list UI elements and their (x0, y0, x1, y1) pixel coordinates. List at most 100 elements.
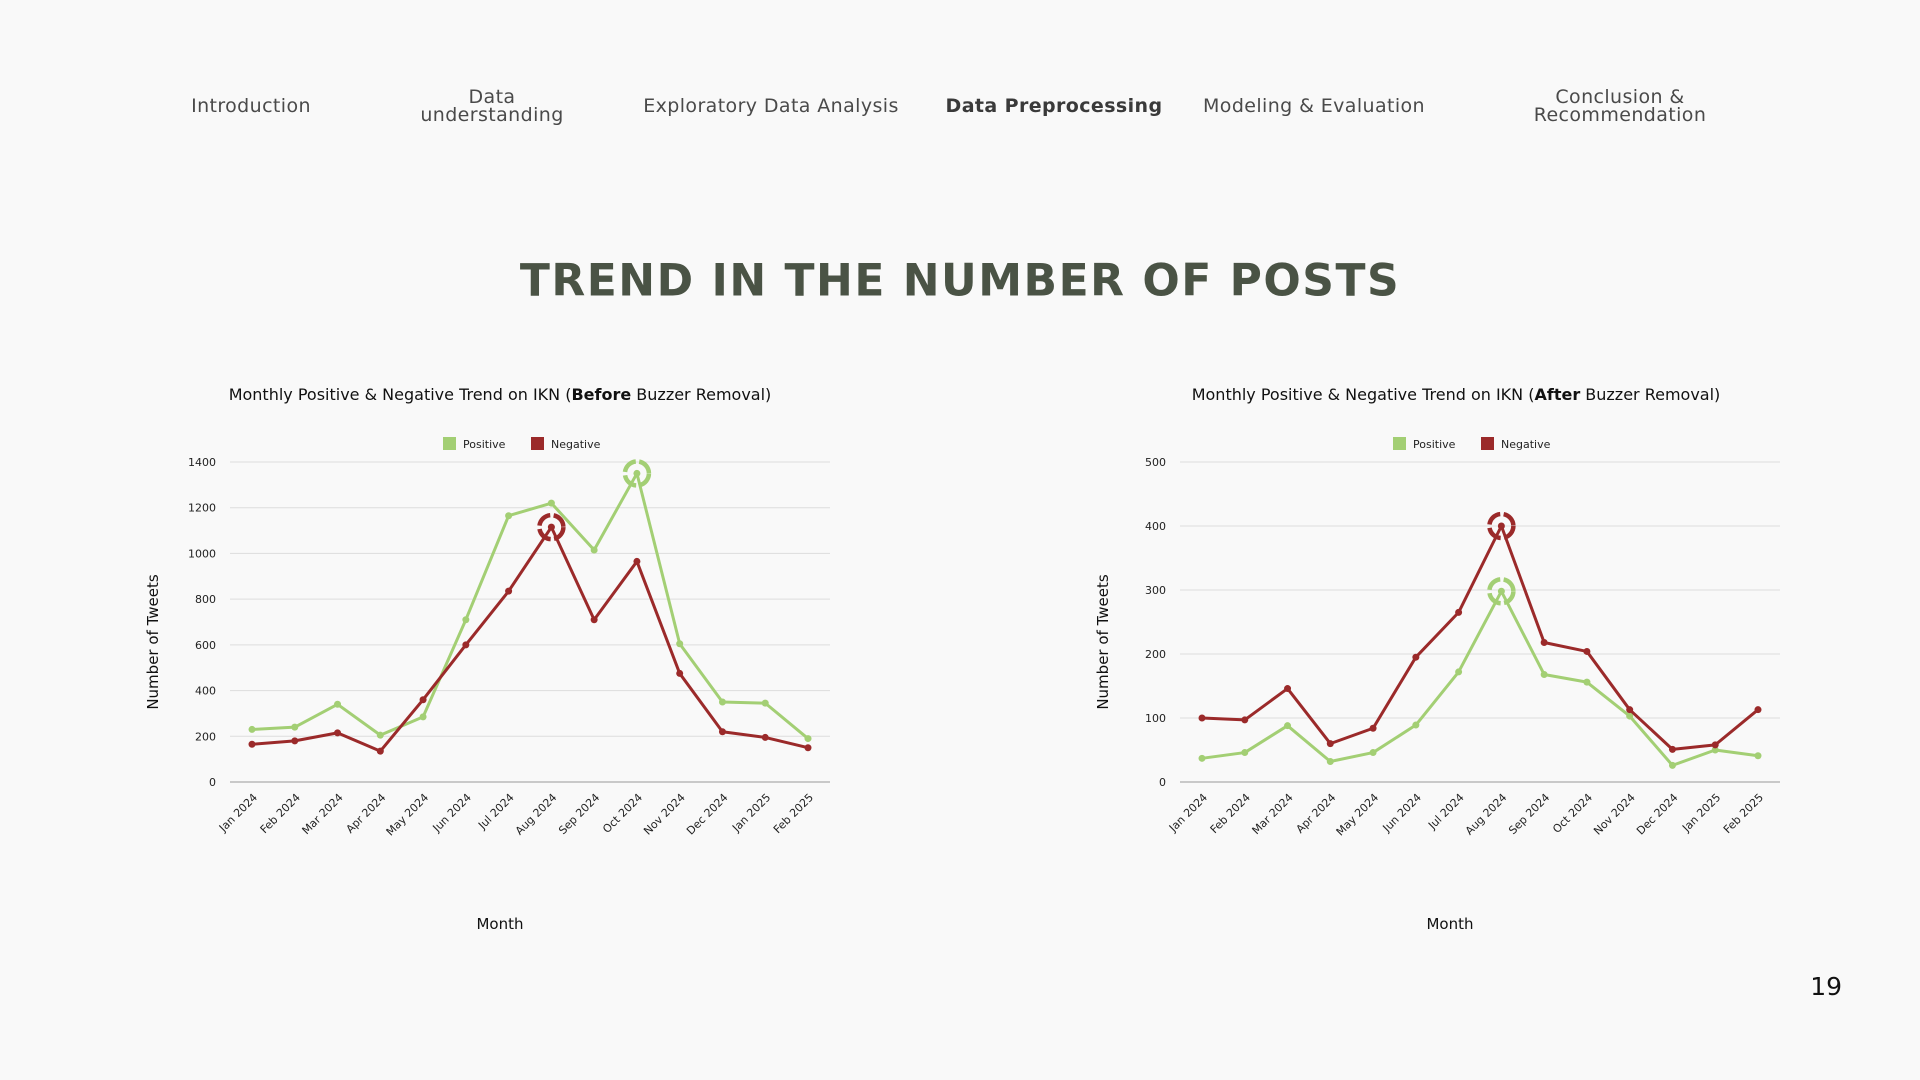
series-line-positive (250, 471, 810, 741)
x-tick-label: Aug 2024 (1463, 791, 1510, 838)
x-tick-label: Jun 2024 (430, 791, 474, 835)
data-point-negative (761, 733, 769, 741)
chart-title-bold: After (1534, 385, 1581, 404)
x-tick-label: Nov 2024 (641, 791, 688, 838)
nav-item-label: Data (468, 86, 516, 108)
page-number: 19 (1810, 972, 1842, 1001)
highlight-ring-negative (1487, 511, 1516, 541)
data-point-negative (1711, 741, 1719, 749)
data-point-negative (248, 740, 256, 748)
chart-title-bold: Before (571, 385, 632, 404)
y-tick-label: 1400 (188, 456, 216, 469)
data-point-positive (334, 700, 342, 708)
data-point-positive (1668, 761, 1676, 769)
series-line-negative (1200, 524, 1760, 751)
data-point-positive (1754, 752, 1762, 760)
y-tick-label: 500 (1145, 456, 1166, 469)
chart-after-buzzer-removal: Monthly Positive & Negative Trend on IKN… (1080, 370, 1800, 950)
x-tick-label: Feb 2024 (258, 791, 303, 836)
y-tick-label: 400 (195, 685, 216, 698)
data-point-negative (1626, 706, 1634, 714)
series-line-negative (250, 525, 810, 753)
y-axis-label: Number of Tweets (144, 574, 162, 710)
data-point-negative (1668, 745, 1676, 753)
data-point-positive (804, 735, 812, 743)
highlight-ring-positive (1487, 577, 1516, 606)
nav-item-label: Introduction (191, 95, 311, 117)
chart-before-buzzer-removal: Monthly Positive & Negative Trend on IKN… (130, 370, 850, 950)
nav-item-data-understanding[interactable]: Data understanding (420, 86, 563, 125)
x-tick-label: Jun 2024 (1380, 791, 1424, 835)
legend-swatch-negative (1481, 437, 1494, 450)
data-point-positive (761, 699, 769, 707)
data-point-positive (376, 731, 384, 739)
y-tick-label: 0 (209, 776, 216, 789)
data-point-positive (1583, 678, 1591, 686)
y-axis-label: Number of Tweets (1094, 574, 1112, 710)
data-point-negative (1754, 706, 1762, 714)
legend-label-positive: Positive (463, 438, 506, 451)
chart-title-post: Buzzer Removal) (631, 385, 772, 404)
x-tick-label: Sep 2024 (556, 791, 602, 837)
data-point-positive (676, 640, 684, 648)
x-tick-label: Apr 2024 (1294, 791, 1339, 836)
data-point-positive (590, 546, 598, 554)
data-point-negative (1412, 653, 1420, 661)
slide-title: TREND IN THE NUMBER OF POSTS (519, 254, 1401, 307)
x-tick-label: Jan 2024 (1166, 791, 1210, 835)
x-axis-label: Month (476, 915, 523, 933)
x-tick-label: Nov 2024 (1591, 791, 1638, 838)
x-tick-label: Jan 2025 (1679, 791, 1723, 835)
legend-label-negative: Negative (1501, 438, 1551, 451)
legend-swatch-negative (531, 437, 544, 450)
chart-title-pre: Monthly Positive & Negative Trend on IKN… (228, 385, 572, 404)
nav-item-modeling-evaluation[interactable]: Modeling & Evaluation (1203, 97, 1425, 116)
x-tick-label: Mar 2024 (300, 791, 346, 837)
x-tick-label: May 2024 (384, 791, 432, 839)
data-point-negative (419, 696, 427, 704)
data-point-positive (1241, 749, 1249, 757)
data-point-negative (1497, 522, 1505, 530)
nav-item-data-preprocessing[interactable]: Data Preprocessing (946, 97, 1163, 116)
data-point-positive (1412, 721, 1420, 729)
nav-item-introduction[interactable]: Introduction (191, 95, 311, 117)
x-tick-label: Apr 2024 (344, 791, 389, 836)
chart-title: Monthly Positive & Negative Trend on IKN… (1192, 385, 1721, 404)
x-tick-label: Jan 2024 (216, 791, 260, 835)
data-point-positive (1326, 758, 1334, 766)
x-tick-label: Dec 2024 (1634, 791, 1681, 838)
data-point-negative (547, 523, 555, 531)
legend-swatch-positive (1393, 437, 1406, 450)
x-tick-label: May 2024 (1334, 791, 1382, 839)
data-point-positive (1711, 746, 1719, 754)
y-tick-label: 1200 (188, 502, 216, 515)
x-tick-label: Sep 2024 (1506, 791, 1552, 837)
data-point-negative (1241, 716, 1249, 724)
legend-swatch-positive (443, 437, 456, 450)
data-point-negative (590, 616, 598, 624)
data-point-negative (376, 747, 384, 755)
data-point-negative (1540, 638, 1548, 646)
data-point-negative (1284, 685, 1292, 693)
data-point-negative (718, 728, 726, 736)
nav-item-conclusion-recommendation[interactable]: Conclusion & Recommendation (1534, 88, 1707, 125)
data-point-negative (1369, 724, 1377, 732)
data-point-positive (547, 499, 555, 507)
data-point-positive (1540, 670, 1548, 678)
data-point-positive (419, 713, 427, 721)
x-tick-label: Oct 2024 (1550, 791, 1595, 836)
data-point-negative (676, 669, 684, 677)
data-point-negative (291, 737, 299, 745)
top-navigation: Introduction Data understanding Explorato… (0, 88, 1920, 138)
y-tick-label: 200 (195, 730, 216, 743)
data-point-positive (633, 469, 641, 477)
y-tick-label: 800 (195, 593, 216, 606)
x-tick-label: Jul 2024 (1425, 791, 1467, 833)
data-point-negative (505, 587, 513, 595)
y-tick-label: 400 (1145, 520, 1166, 533)
data-point-negative (1326, 740, 1334, 748)
chart-title-post: Buzzer Removal) (1580, 385, 1721, 404)
nav-item-exploratory-data-analysis[interactable]: Exploratory Data Analysis (643, 97, 899, 116)
series-line-positive (1200, 589, 1760, 767)
